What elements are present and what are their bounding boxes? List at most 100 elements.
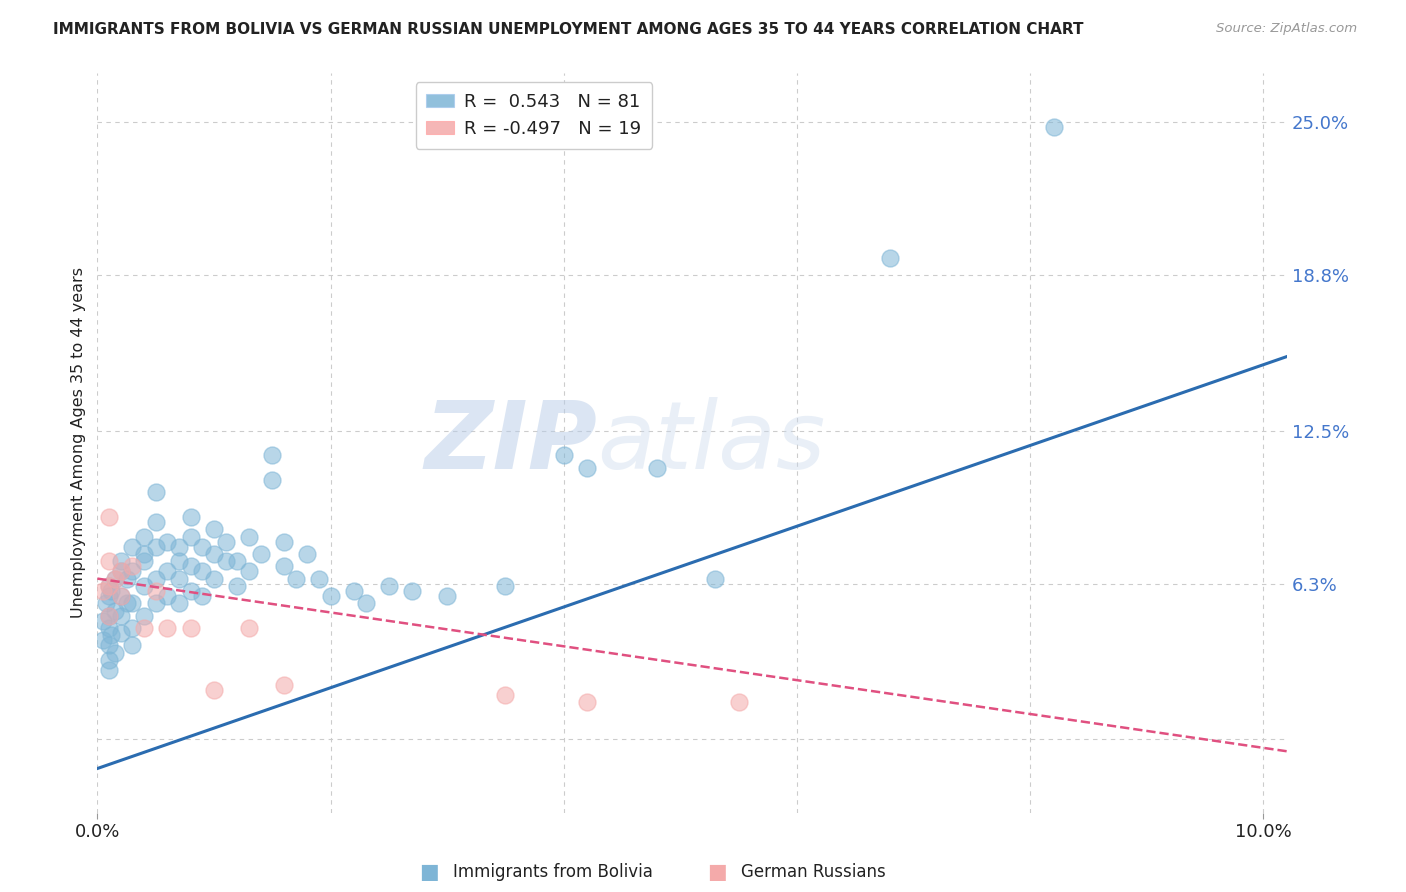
Point [121,621,143,635]
Point [202,572,225,586]
Point [167,554,190,568]
Point [98,554,121,568]
Point [191,564,214,578]
Point [100,628,122,642]
Point [104,572,127,586]
Point [238,621,260,635]
Point [319,589,342,603]
Text: ■: ■ [419,863,439,882]
Point [145,583,167,598]
Point [132,554,155,568]
Point [132,579,155,593]
Point [297,547,319,561]
Point [98,638,121,652]
Point [180,583,202,598]
Point [262,448,284,462]
Point [104,572,127,586]
Point [91,583,114,598]
Point [98,653,121,667]
Point [553,448,575,462]
Point [121,596,143,610]
Point [94,596,117,610]
Point [98,579,121,593]
Point [576,695,599,709]
Point [401,583,423,598]
Text: atlas: atlas [598,398,825,489]
Point [132,621,155,635]
Point [104,604,127,618]
Point [180,621,202,635]
Point [202,547,225,561]
Point [226,579,249,593]
Point [121,559,143,574]
Point [495,579,517,593]
Point [98,663,121,677]
Point [110,625,132,640]
Point [121,564,143,578]
Point [191,589,214,603]
Point [121,540,143,554]
Point [273,678,295,692]
Point [249,547,271,561]
Point [145,596,167,610]
Point [226,554,249,568]
Point [354,596,377,610]
Point [98,589,121,603]
Text: German Russians: German Russians [741,863,886,881]
Point [98,608,121,623]
Point [156,534,179,549]
Point [115,596,138,610]
Point [576,460,599,475]
Point [238,530,260,544]
Point [180,530,202,544]
Text: IMMIGRANTS FROM BOLIVIA VS GERMAN RUSSIAN UNEMPLOYMENT AMONG AGES 35 TO 44 YEARS: IMMIGRANTS FROM BOLIVIA VS GERMAN RUSSIA… [53,22,1084,37]
Point [110,564,132,578]
Point [273,559,295,574]
Point [202,522,225,536]
Point [273,534,295,549]
Point [121,638,143,652]
Point [98,510,121,524]
Point [727,695,749,709]
Point [238,564,260,578]
Point [110,589,132,603]
Point [1042,120,1064,135]
Point [262,473,284,487]
Point [91,614,114,628]
Point [98,621,121,635]
Point [308,572,330,586]
Point [110,554,132,568]
Point [202,682,225,697]
Point [214,554,236,568]
Point [180,559,202,574]
Point [167,572,190,586]
Point [645,460,668,475]
Point [145,572,167,586]
Point [145,540,167,554]
Point [110,589,132,603]
Point [145,515,167,529]
Point [180,510,202,524]
Point [145,485,167,500]
Point [132,547,155,561]
Point [167,596,190,610]
Point [115,572,138,586]
Point [132,530,155,544]
Point [343,583,366,598]
Point [98,579,121,593]
Point [495,688,517,702]
Point [156,564,179,578]
Point [104,646,127,660]
Point [156,589,179,603]
Point [91,633,114,648]
Text: Source: ZipAtlas.com: Source: ZipAtlas.com [1216,22,1357,36]
Point [378,579,401,593]
Point [167,540,190,554]
Text: Immigrants from Bolivia: Immigrants from Bolivia [453,863,652,881]
Text: ZIP: ZIP [425,397,598,489]
Point [98,608,121,623]
Point [284,572,307,586]
Point [110,608,132,623]
Point [879,251,901,265]
Text: ■: ■ [707,863,727,882]
